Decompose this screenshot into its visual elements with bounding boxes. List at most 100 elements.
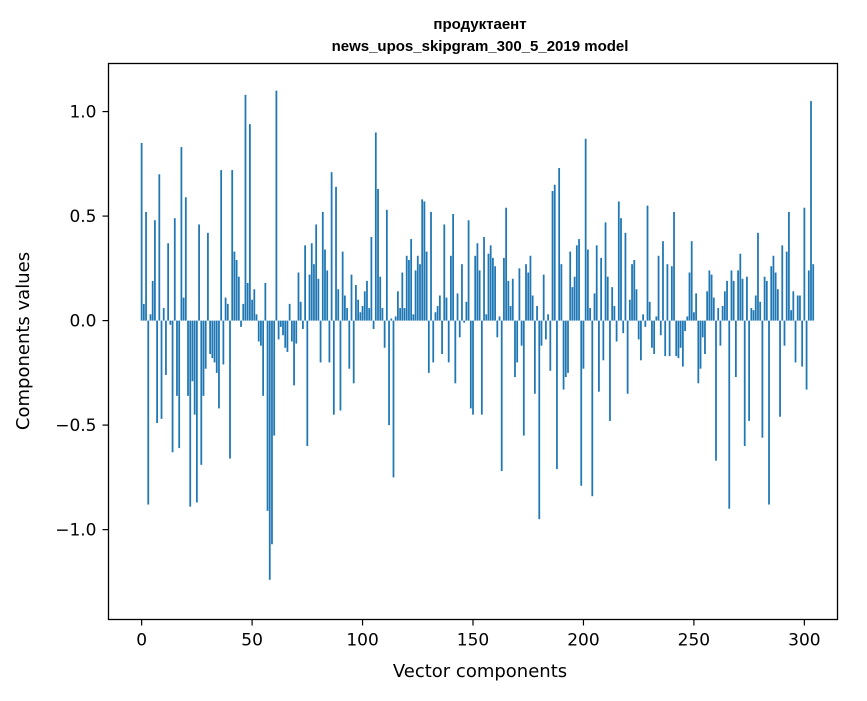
bar-153 bbox=[478, 270, 481, 321]
bar-235 bbox=[659, 320, 662, 336]
bar-0 bbox=[140, 142, 143, 321]
bar-115 bbox=[394, 316, 397, 321]
bar-206 bbox=[595, 245, 598, 321]
bar-64 bbox=[282, 320, 284, 336]
bar-277 bbox=[752, 310, 755, 321]
bar-69 bbox=[293, 320, 295, 386]
bar-167 bbox=[509, 305, 512, 321]
bar-273 bbox=[743, 320, 746, 447]
bar-293 bbox=[788, 211, 790, 321]
bar-177 bbox=[531, 295, 534, 321]
bar-255 bbox=[704, 320, 706, 355]
bar-170 bbox=[516, 320, 519, 363]
bar-282 bbox=[763, 276, 766, 321]
bar-215 bbox=[615, 320, 618, 342]
bar-182 bbox=[542, 274, 545, 321]
bar-66 bbox=[286, 320, 289, 352]
bar-219 bbox=[624, 232, 627, 321]
bar-180 bbox=[538, 320, 541, 520]
bar-256 bbox=[706, 291, 709, 321]
bar-88 bbox=[335, 186, 337, 321]
bar-23 bbox=[191, 320, 194, 382]
bar-248 bbox=[688, 272, 691, 321]
bar-8 bbox=[158, 174, 161, 321]
bar-242 bbox=[675, 320, 678, 357]
bar-84 bbox=[326, 270, 329, 321]
bar-221 bbox=[628, 299, 631, 321]
bar-299 bbox=[801, 320, 804, 367]
bar-176 bbox=[529, 255, 532, 321]
bar-76 bbox=[308, 274, 311, 321]
bar-218 bbox=[622, 320, 625, 334]
x-tick-label: 0 bbox=[136, 631, 147, 651]
bar-37 bbox=[222, 320, 225, 365]
bar-72 bbox=[299, 301, 302, 321]
bar-250 bbox=[693, 312, 695, 321]
bar-142 bbox=[454, 320, 457, 384]
bar-200 bbox=[582, 320, 585, 369]
bar-168 bbox=[511, 278, 514, 321]
bar-124 bbox=[414, 270, 417, 321]
bar-39 bbox=[226, 303, 229, 321]
bar-216 bbox=[617, 201, 620, 321]
bar-201 bbox=[584, 138, 587, 321]
bar-198 bbox=[578, 239, 580, 321]
bar-244 bbox=[679, 320, 682, 348]
bar-288 bbox=[776, 289, 779, 321]
bar-281 bbox=[761, 320, 764, 438]
bar-292 bbox=[785, 251, 788, 321]
chart-title: продуктаент bbox=[433, 16, 526, 33]
bar-230 bbox=[648, 301, 651, 321]
bar-41 bbox=[231, 170, 234, 321]
bar-263 bbox=[721, 305, 724, 321]
y-tick-label: −0.5 bbox=[55, 416, 96, 436]
bar-13 bbox=[169, 320, 172, 325]
bar-52 bbox=[255, 314, 258, 321]
x-tick-label: 150 bbox=[457, 631, 489, 651]
bar-260 bbox=[715, 320, 717, 461]
bar-269 bbox=[735, 320, 737, 378]
bar-75 bbox=[306, 320, 309, 447]
bar-121 bbox=[408, 259, 410, 321]
bar-93 bbox=[346, 308, 348, 321]
bar-28 bbox=[202, 320, 205, 396]
x-tick-label: 100 bbox=[346, 631, 378, 651]
bar-151 bbox=[474, 255, 477, 321]
bar-285 bbox=[770, 266, 773, 321]
bar-178 bbox=[533, 320, 536, 394]
bar-226 bbox=[640, 320, 642, 361]
bar-149 bbox=[469, 320, 472, 409]
bar-126 bbox=[419, 264, 421, 321]
bar-101 bbox=[363, 291, 366, 321]
bar-5 bbox=[151, 280, 154, 321]
bar-80 bbox=[317, 278, 320, 321]
bar-19 bbox=[182, 297, 185, 321]
bar-79 bbox=[315, 224, 318, 321]
bar-184 bbox=[547, 314, 549, 321]
bar-106 bbox=[374, 132, 377, 321]
bar-183 bbox=[545, 320, 547, 340]
bar-114 bbox=[392, 320, 395, 478]
bar-213 bbox=[611, 287, 614, 321]
bars-group bbox=[140, 90, 815, 580]
bar-197 bbox=[575, 245, 578, 321]
bar-85 bbox=[328, 320, 331, 363]
bar-274 bbox=[746, 276, 748, 321]
bar-122 bbox=[410, 239, 413, 321]
bar-44 bbox=[237, 276, 240, 321]
bar-169 bbox=[514, 320, 516, 378]
bar-148 bbox=[467, 220, 470, 321]
bar-119 bbox=[403, 308, 406, 321]
bar-144 bbox=[458, 320, 461, 338]
bar-174 bbox=[525, 264, 527, 321]
bar-143 bbox=[456, 293, 459, 321]
bar-287 bbox=[774, 272, 777, 321]
bar-2 bbox=[145, 211, 147, 321]
bar-105 bbox=[372, 320, 375, 329]
bar-135 bbox=[438, 295, 441, 321]
bar-86 bbox=[330, 172, 333, 321]
bar-70 bbox=[295, 320, 298, 344]
bar-27 bbox=[200, 320, 203, 465]
bar-232 bbox=[653, 320, 656, 355]
bar-164 bbox=[503, 257, 505, 321]
